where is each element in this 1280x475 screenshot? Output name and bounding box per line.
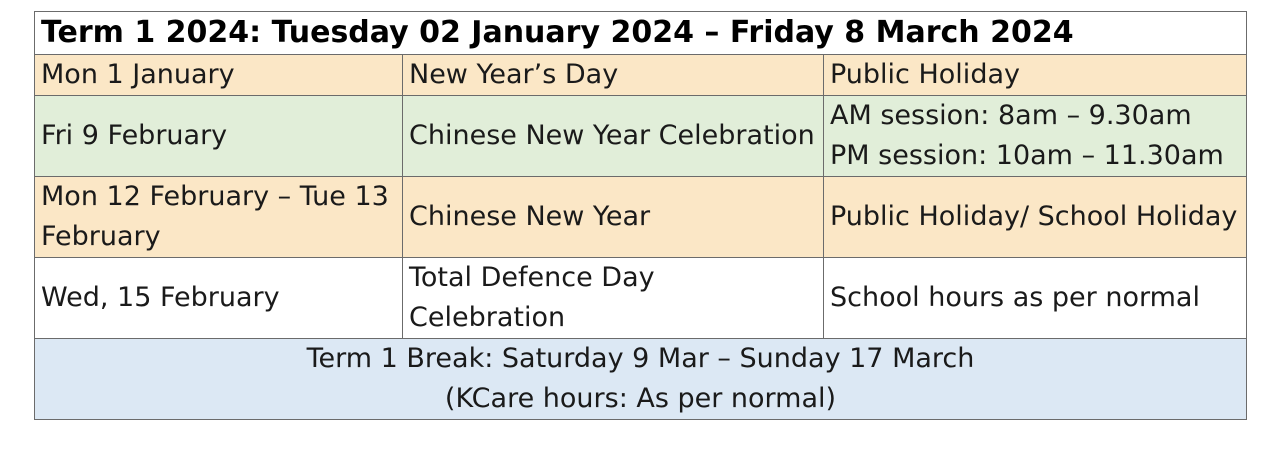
event-note: Public Holiday/ School Holiday bbox=[823, 176, 1247, 258]
term-table: Term 1 2024: Tuesday 02 January 2024 – F… bbox=[34, 11, 1247, 420]
note-line: School hours as per normal bbox=[830, 282, 1200, 313]
term-break-cell: Term 1 Break: Saturday 9 Mar – Sunday 17… bbox=[34, 338, 1247, 420]
event-date: Wed, 15 February bbox=[34, 257, 403, 339]
event-note: Public Holiday bbox=[823, 54, 1247, 96]
title-row: Term 1 2024: Tuesday 02 January 2024 – F… bbox=[34, 11, 1247, 55]
event-name: New Year’s Day bbox=[402, 54, 824, 96]
term-title: Term 1 2024: Tuesday 02 January 2024 – F… bbox=[34, 11, 1247, 55]
kcare-hours-text: (KCare hours: As per normal) bbox=[444, 383, 837, 414]
event-note: School hours as per normal bbox=[823, 257, 1247, 339]
table-row: Mon 1 January New Year’s Day Public Holi… bbox=[34, 54, 1247, 96]
term-break-text: Term 1 Break: Saturday 9 Mar – Sunday 17… bbox=[306, 343, 975, 374]
event-date: Fri 9 February bbox=[34, 95, 403, 177]
event-name: Total Defence Day Celebration bbox=[402, 257, 824, 339]
note-line: Public Holiday bbox=[830, 59, 1020, 90]
event-name: Chinese New Year Celebration bbox=[402, 95, 824, 177]
event-date: Mon 12 February – Tue 13 February bbox=[34, 176, 403, 258]
event-name: Chinese New Year bbox=[402, 176, 824, 258]
table-row: Fri 9 February Chinese New Year Celebrat… bbox=[34, 95, 1247, 177]
term-calendar: Term 1 2024: Tuesday 02 January 2024 – F… bbox=[34, 11, 1247, 420]
event-note: AM session: 8am – 9.30am PM session: 10a… bbox=[823, 95, 1247, 177]
table-row: Mon 12 February – Tue 13 February Chines… bbox=[34, 176, 1247, 258]
table-row: Wed, 15 February Total Defence Day Celeb… bbox=[34, 257, 1247, 339]
note-line: Public Holiday/ School Holiday bbox=[830, 201, 1238, 232]
event-date: Mon 1 January bbox=[34, 54, 403, 96]
term-break-row: Term 1 Break: Saturday 9 Mar – Sunday 17… bbox=[34, 338, 1247, 420]
note-line: AM session: 8am – 9.30am bbox=[830, 100, 1192, 131]
note-line: PM session: 10am – 11.30am bbox=[830, 140, 1224, 171]
